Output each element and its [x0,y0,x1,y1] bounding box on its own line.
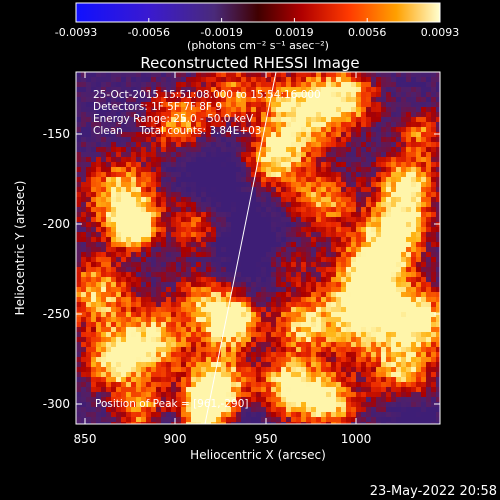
y-tick-1: -200 [43,217,70,231]
colorbar-tick-4: 0.0056 [348,26,387,39]
image-title: Reconstructed RHESSI Image [140,54,359,72]
x-tick-0: 850 [74,432,97,446]
colorbar-units: (photons cm⁻² s⁻¹ asec⁻²) [187,39,329,52]
axis-ticks [76,72,440,424]
peak-position-label: Position of Peak = [961,-290] [95,398,249,410]
limb-line [204,72,277,424]
colorbar-tick-2: -0.0019 [200,26,242,39]
plot-frame [75,71,441,425]
x-tick-1: 900 [164,432,187,446]
colorbar-tick-5: 0.0093 [421,26,460,39]
x-tick-3: 1000 [341,432,372,446]
y-axis-label: Heliocentric Y (arcsec) [13,181,27,316]
rhessi-image [76,72,440,424]
colorbar-tick-1: -0.0056 [128,26,170,39]
colorbar [75,2,441,23]
footer-date: 23-May-2022 20:58 [370,484,497,499]
x-axis-label: Heliocentric X (arcsec) [190,448,326,462]
y-tick-2: -250 [43,307,70,321]
info-line-counts: Clean Total counts: 3.84E+03 [93,125,262,137]
y-tick-3: -300 [43,397,70,411]
colorbar-tick-0: -0.0093 [55,26,97,39]
y-tick-0: -150 [43,127,70,141]
info-line-detectors: Detectors: 1F 5F 7F 8F 9 [93,101,222,113]
info-line-energy: Energy Range: 25.0 - 50.0 keV [93,113,254,125]
info-line-time: 25-Oct-2015 15:51:08.000 to 15:54:16.000 [93,89,321,101]
colorbar-tick-3: 0.0019 [275,26,314,39]
x-tick-2: 950 [255,432,278,446]
colorbar-ticks [75,18,441,22]
